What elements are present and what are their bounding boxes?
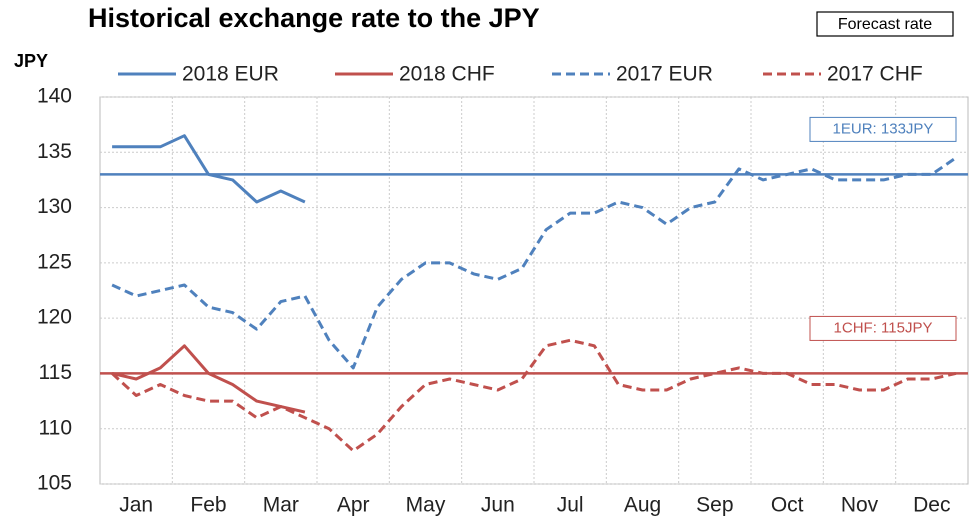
y-tick-label: 110 — [39, 416, 72, 439]
y-axis-label: JPY — [14, 51, 48, 71]
x-tick-label: Nov — [841, 494, 879, 517]
reference-label: 1EUR: 133JPY — [833, 120, 934, 137]
series-line — [112, 134, 306, 204]
badge: Forecast rate — [838, 16, 932, 33]
y-tick-label: 120 — [37, 306, 72, 329]
y-tick-label: 115 — [39, 361, 72, 384]
chart-title: Historical exchange rate to the JPY — [88, 3, 540, 33]
x-tick-label: Mar — [263, 494, 299, 517]
x-tick-label: Aug — [624, 494, 661, 517]
reference-label-box — [809, 116, 957, 142]
legend-label: 2017 CHF — [827, 63, 923, 86]
y-tick-label: 135 — [37, 140, 72, 163]
series-line — [111, 344, 306, 414]
x-tick-label: Feb — [190, 494, 226, 517]
x-tick-label: Jun — [481, 494, 515, 517]
badge-box — [816, 11, 954, 37]
series-line — [111, 338, 957, 453]
legend-label: 2018 EUR — [182, 63, 279, 86]
y-tick-label: 105 — [37, 472, 72, 495]
x-tick-label: Oct — [771, 494, 804, 517]
legend-label: 2018 CHF — [399, 63, 495, 86]
x-tick-label: Jul — [557, 494, 584, 517]
x-tick-label: May — [406, 494, 446, 517]
reference-label-box — [809, 315, 957, 341]
x-tick-label: Dec — [913, 494, 950, 517]
x-tick-label: Apr — [337, 494, 370, 517]
legend-label: 2017 EUR — [616, 63, 713, 86]
series-line — [111, 156, 957, 370]
y-tick-label: 125 — [37, 250, 72, 273]
y-tick-label: 130 — [37, 195, 72, 218]
x-tick-label: Jan — [119, 494, 153, 517]
reference-label: 1CHF: 115JPY — [834, 319, 933, 336]
x-tick-label: Sep — [696, 494, 733, 517]
y-tick-label: 140 — [37, 85, 72, 108]
